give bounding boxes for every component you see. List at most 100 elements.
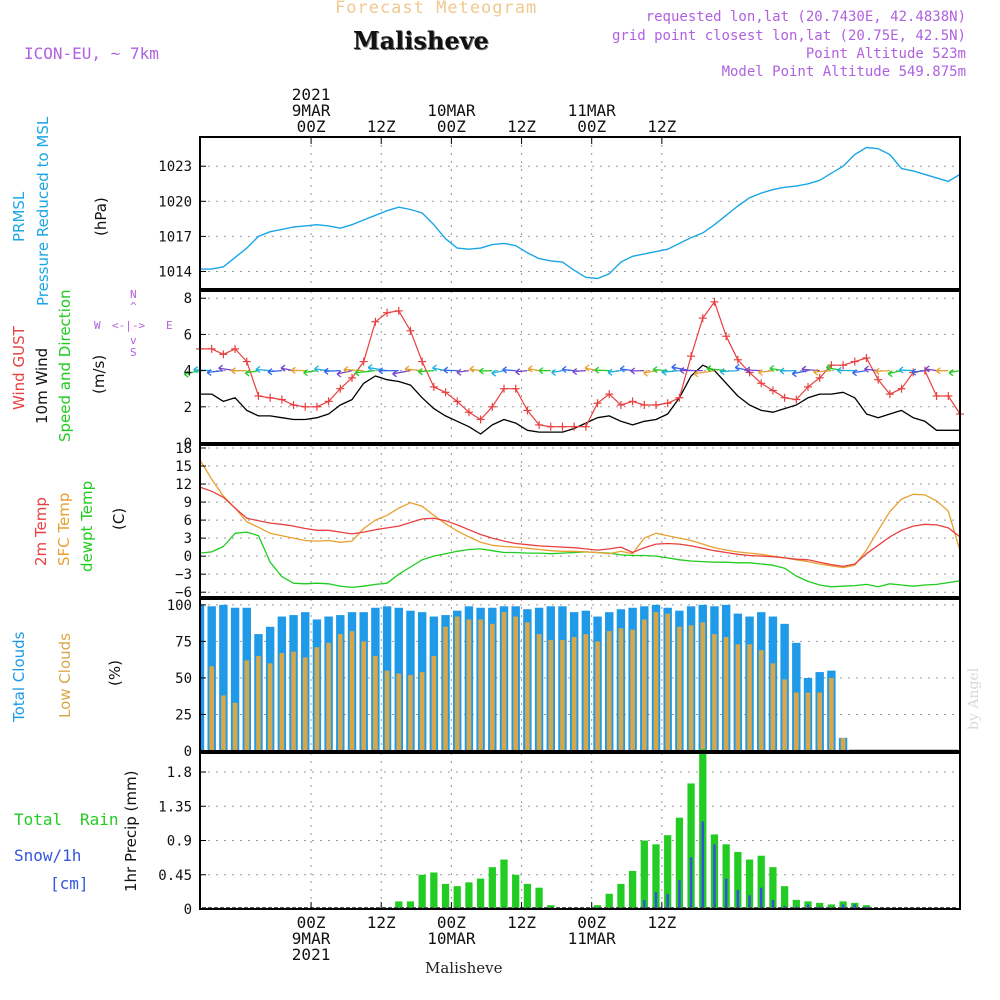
low-clouds-bar bbox=[314, 647, 320, 751]
wind-direction-arrowhead bbox=[758, 368, 763, 376]
rain-bar bbox=[792, 899, 800, 909]
low-clouds-bar bbox=[560, 639, 565, 751]
top-time-label: 10MAR bbox=[427, 101, 476, 120]
bottom-time-label: 12Z bbox=[507, 913, 536, 932]
snow-bar bbox=[771, 899, 775, 909]
y-tick-label: 100 bbox=[167, 598, 192, 614]
wind-direction-arrow bbox=[551, 369, 563, 374]
panel-frame bbox=[199, 290, 961, 444]
rain-bar bbox=[406, 901, 415, 909]
low-clouds-bar bbox=[782, 679, 787, 751]
wind-direction-arrow bbox=[562, 368, 575, 372]
dew-label: dewpt Temp bbox=[78, 480, 96, 572]
rain-bar bbox=[441, 883, 450, 909]
snow-bar bbox=[643, 899, 646, 909]
wind-direction-arrowhead bbox=[630, 367, 636, 375]
sfc-temp-line bbox=[199, 459, 961, 569]
y-tick-label: 0 bbox=[184, 549, 192, 565]
snow-bar bbox=[841, 904, 845, 909]
low-clouds-bar bbox=[279, 653, 285, 751]
low-clouds-bar bbox=[267, 663, 273, 751]
wind-direction-arrowhead bbox=[456, 368, 462, 376]
wind-direction-arrowhead bbox=[745, 366, 751, 374]
wind-direction-arrowhead bbox=[864, 365, 869, 373]
wind-direction-arrow bbox=[607, 369, 622, 373]
wind-direction-arrowhead bbox=[267, 368, 273, 376]
bottom-time-label: 11MAR bbox=[568, 929, 617, 948]
low-clouds-bar bbox=[349, 631, 355, 751]
y-tick-label: −3 bbox=[175, 567, 192, 583]
ms-unit: (m/s) bbox=[90, 354, 108, 394]
snow-bar bbox=[818, 906, 821, 909]
wind-dir-label: Speed and Direction bbox=[56, 289, 74, 442]
low-clouds-bar bbox=[653, 612, 659, 751]
wind-direction-arrowhead bbox=[619, 365, 625, 373]
hpa-unit: (hPa) bbox=[92, 197, 110, 236]
low-clouds-bar bbox=[443, 626, 448, 751]
snow-bar bbox=[701, 821, 705, 909]
y-tick-label: 18 bbox=[175, 441, 192, 457]
wind10m-label-wrap: 10m Wind bbox=[33, 340, 51, 424]
rain-bar bbox=[675, 817, 684, 909]
forecast-title: Forecast Meteogram bbox=[335, 0, 538, 18]
top-time-label: 12Z bbox=[647, 117, 676, 136]
low-clouds-bar bbox=[817, 692, 823, 751]
wind-gust-label: Wind GUST bbox=[10, 326, 28, 410]
y-tick-label: 0 bbox=[184, 436, 192, 452]
low-clouds-bar bbox=[244, 660, 250, 751]
wind-direction-arrowhead bbox=[443, 366, 449, 374]
low-clouds-bar bbox=[326, 642, 331, 751]
rain-bar bbox=[617, 883, 625, 909]
low-clouds-bar bbox=[571, 637, 577, 751]
point-altitude: Point Altitude 523m bbox=[805, 46, 966, 62]
wind-direction-arrow bbox=[528, 368, 540, 372]
wind-direction-arrowhead bbox=[769, 364, 775, 373]
bottom-time-label: 00Z bbox=[297, 913, 326, 932]
wind-direction-arrowhead bbox=[572, 367, 578, 376]
wind-direction-arrow bbox=[336, 369, 353, 375]
y-tick-label: −6 bbox=[175, 585, 192, 601]
wind-direction-arrow bbox=[662, 369, 680, 373]
wind-direction-arrowhead bbox=[418, 368, 423, 376]
wind-direction-arrow bbox=[456, 369, 470, 373]
snow-bar bbox=[853, 904, 857, 909]
low-clouds-bar bbox=[548, 639, 554, 751]
tick-layer: 101410171020102302468−6−3036912151802550… bbox=[158, 85, 676, 964]
wind-direction-arrowhead bbox=[193, 366, 199, 374]
wind-direction-arrow bbox=[758, 369, 774, 374]
low-clouds-bar bbox=[712, 634, 717, 751]
model-point-altitude: Model Point Altitude 549.875m bbox=[721, 64, 966, 80]
y-tick-label: 75 bbox=[175, 634, 192, 650]
rain-bar bbox=[512, 874, 520, 909]
low-clouds-bar bbox=[454, 616, 460, 751]
low-clouds-bar bbox=[747, 644, 752, 751]
wind-direction-arrow bbox=[948, 369, 961, 374]
wind-direction-arrowhead bbox=[561, 365, 567, 373]
y-tick-label: 0.9 bbox=[167, 834, 192, 850]
pressure-line bbox=[200, 146, 961, 280]
low-clouds-bar bbox=[536, 634, 542, 751]
wind-direction-arrowhead bbox=[874, 367, 880, 375]
low-clouds-bar bbox=[688, 625, 694, 751]
wind-direction-arrow bbox=[324, 369, 341, 372]
wind-direction-arrowhead bbox=[652, 366, 658, 374]
rain-bar bbox=[535, 887, 543, 909]
wind-direction-arrowhead bbox=[706, 365, 712, 373]
y-tick-label: 50 bbox=[175, 671, 192, 687]
wind-direction-arrow bbox=[911, 369, 925, 373]
wind-direction-arrow bbox=[354, 369, 376, 374]
wind-direction-arrowhead bbox=[515, 368, 520, 376]
wind-direction-arrow bbox=[245, 369, 259, 374]
wind-direction-arrowhead bbox=[479, 367, 484, 375]
wind-direction-arrowhead bbox=[852, 369, 857, 377]
grid-layer bbox=[200, 137, 960, 910]
y-tick-label: 8 bbox=[184, 291, 192, 307]
wind-direction-arrowhead bbox=[594, 366, 600, 374]
low-clouds-bar bbox=[209, 666, 215, 751]
rain-bar bbox=[652, 844, 660, 909]
low-clouds-bar bbox=[758, 650, 764, 751]
rain-bar bbox=[418, 874, 426, 909]
rain-bar bbox=[523, 883, 532, 909]
top-time-label: 00Z bbox=[437, 117, 466, 136]
y-tick-label: 1020 bbox=[158, 194, 192, 210]
